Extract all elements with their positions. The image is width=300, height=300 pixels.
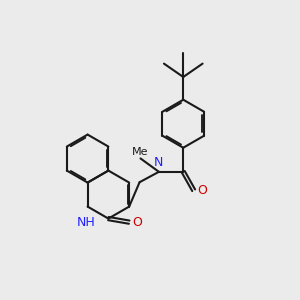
Text: O: O <box>132 216 142 229</box>
Text: N: N <box>154 156 164 170</box>
Text: NH: NH <box>77 216 95 229</box>
Text: Me: Me <box>132 147 149 157</box>
Text: O: O <box>197 184 207 197</box>
